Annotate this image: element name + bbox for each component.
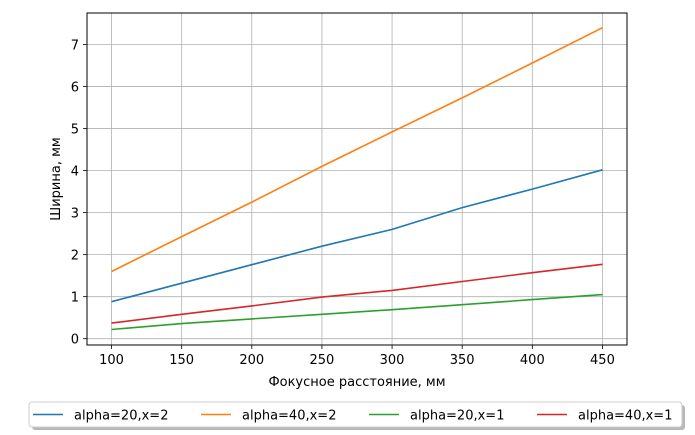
y-tick-label: 1 — [71, 291, 79, 306]
x-tick-label: 400 — [520, 353, 545, 368]
y-axis-label: Ширина, мм — [49, 137, 64, 220]
x-tick-label: 300 — [380, 353, 405, 368]
x-tick-label: 450 — [590, 353, 615, 368]
x-tick-label: 150 — [169, 353, 194, 368]
x-tick-label: 200 — [239, 353, 264, 368]
legend-label: alpha=20,x=2 — [74, 409, 168, 424]
plot-frame — [86, 12, 628, 346]
series-line — [111, 293, 603, 331]
series-line — [111, 263, 603, 324]
legend-label: alpha=20,x=1 — [410, 409, 504, 424]
x-tick-label: 250 — [310, 353, 335, 368]
y-tick-label: 0 — [71, 333, 79, 348]
axis-ticks: 100 150 200 250 300 350 400 450 0 1 2 3 4 5 6 7 — [71, 39, 615, 368]
legend-box — [28, 401, 683, 428]
series-line — [111, 26, 603, 273]
series-lines — [111, 26, 603, 331]
y-tick-label: 6 — [71, 81, 79, 96]
y-tick-label: 5 — [71, 123, 79, 138]
legend: alpha=20,x=2 alpha=40,x=2 alpha=20,x=1 alph… — [28, 401, 685, 430]
y-tick-label: 7 — [71, 39, 79, 54]
x-axis-label: Фокусное расстояние, мм — [268, 375, 445, 390]
y-tick-label: 3 — [71, 207, 79, 222]
x-tick-label: 350 — [450, 353, 475, 368]
legend-label: alpha=40,x=2 — [242, 409, 336, 424]
x-tick-label: 100 — [99, 353, 124, 368]
legend-label: alpha=40,x=1 — [578, 409, 672, 424]
grid — [87, 13, 627, 345]
y-tick-label: 4 — [71, 165, 79, 180]
series-line — [111, 169, 603, 303]
y-tick-label: 2 — [71, 249, 79, 264]
